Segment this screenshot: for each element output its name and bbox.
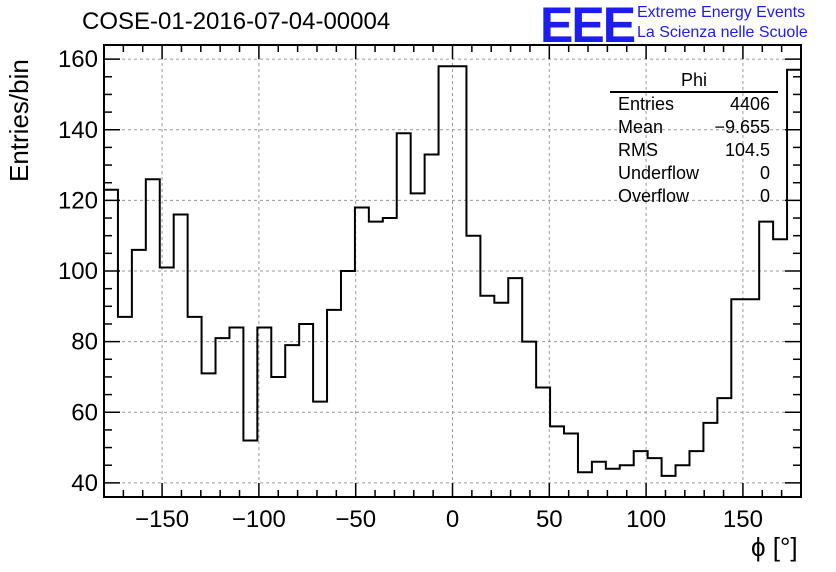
x-tick-label: 150 [723, 506, 763, 533]
stats-value: 4406 [729, 94, 770, 114]
stats-box: Phi Entries 4406 Mean −9.655 RMS 104.5 Unde… [610, 70, 778, 208]
eee-logo: EEE [540, 0, 636, 53]
histogram-line [104, 65, 801, 477]
brand-text: Extreme Energy Events La Scienza nelle S… [637, 3, 808, 43]
x-tick-label: −100 [232, 506, 286, 533]
y-tick-labels: 40 60 80 100 120 140 160 [58, 46, 98, 497]
grid [104, 45, 801, 497]
y-axis-label: Entries/bin [4, 59, 34, 182]
y-tick-label: 140 [58, 117, 98, 144]
y-tick-label: 40 [71, 470, 98, 497]
stats-row: Mean −9.655 [610, 116, 778, 139]
chart-title: COSE-01-2016-07-04-00004 [82, 8, 391, 35]
x-axis-label: ϕ [°] [751, 532, 798, 562]
brand-line-1: Extreme Energy Events [637, 4, 806, 21]
y-tick-label: 120 [58, 187, 98, 214]
axis-ticks [103, 45, 802, 497]
stats-value: 0 [759, 186, 770, 206]
stats-value: 104.5 [724, 140, 770, 160]
x-tick-label: 50 [536, 506, 563, 533]
stats-row: Overflow 0 [610, 185, 778, 208]
brand-line-2: La Scienza nelle Scuole [637, 24, 808, 41]
x-tick-label: −50 [335, 506, 376, 533]
x-tick-labels: −150 −100 −50 0 50 100 150 [135, 506, 763, 533]
stats-value: −9.655 [714, 117, 770, 137]
y-tick-label: 100 [58, 258, 98, 285]
stats-row: Underflow 0 [610, 162, 778, 185]
y-tick-label: 160 [58, 46, 98, 73]
x-tick-label: −150 [135, 506, 189, 533]
x-tick-label: 0 [446, 506, 459, 533]
y-tick-label: 60 [71, 399, 98, 426]
stats-row: Entries 4406 [610, 93, 778, 116]
stats-title: Phi [610, 70, 778, 93]
stats-value: 0 [759, 163, 770, 183]
stats-label: RMS [618, 140, 658, 160]
y-tick-label: 80 [71, 329, 98, 356]
stats-label: Overflow [618, 186, 690, 206]
x-tick-label: 100 [626, 506, 666, 533]
plot-frame [103, 44, 802, 498]
stats-label: Underflow [618, 163, 700, 183]
stats-row: RMS 104.5 [610, 139, 778, 162]
stats-label: Entries [618, 94, 675, 114]
stats-label: Mean [618, 117, 664, 137]
